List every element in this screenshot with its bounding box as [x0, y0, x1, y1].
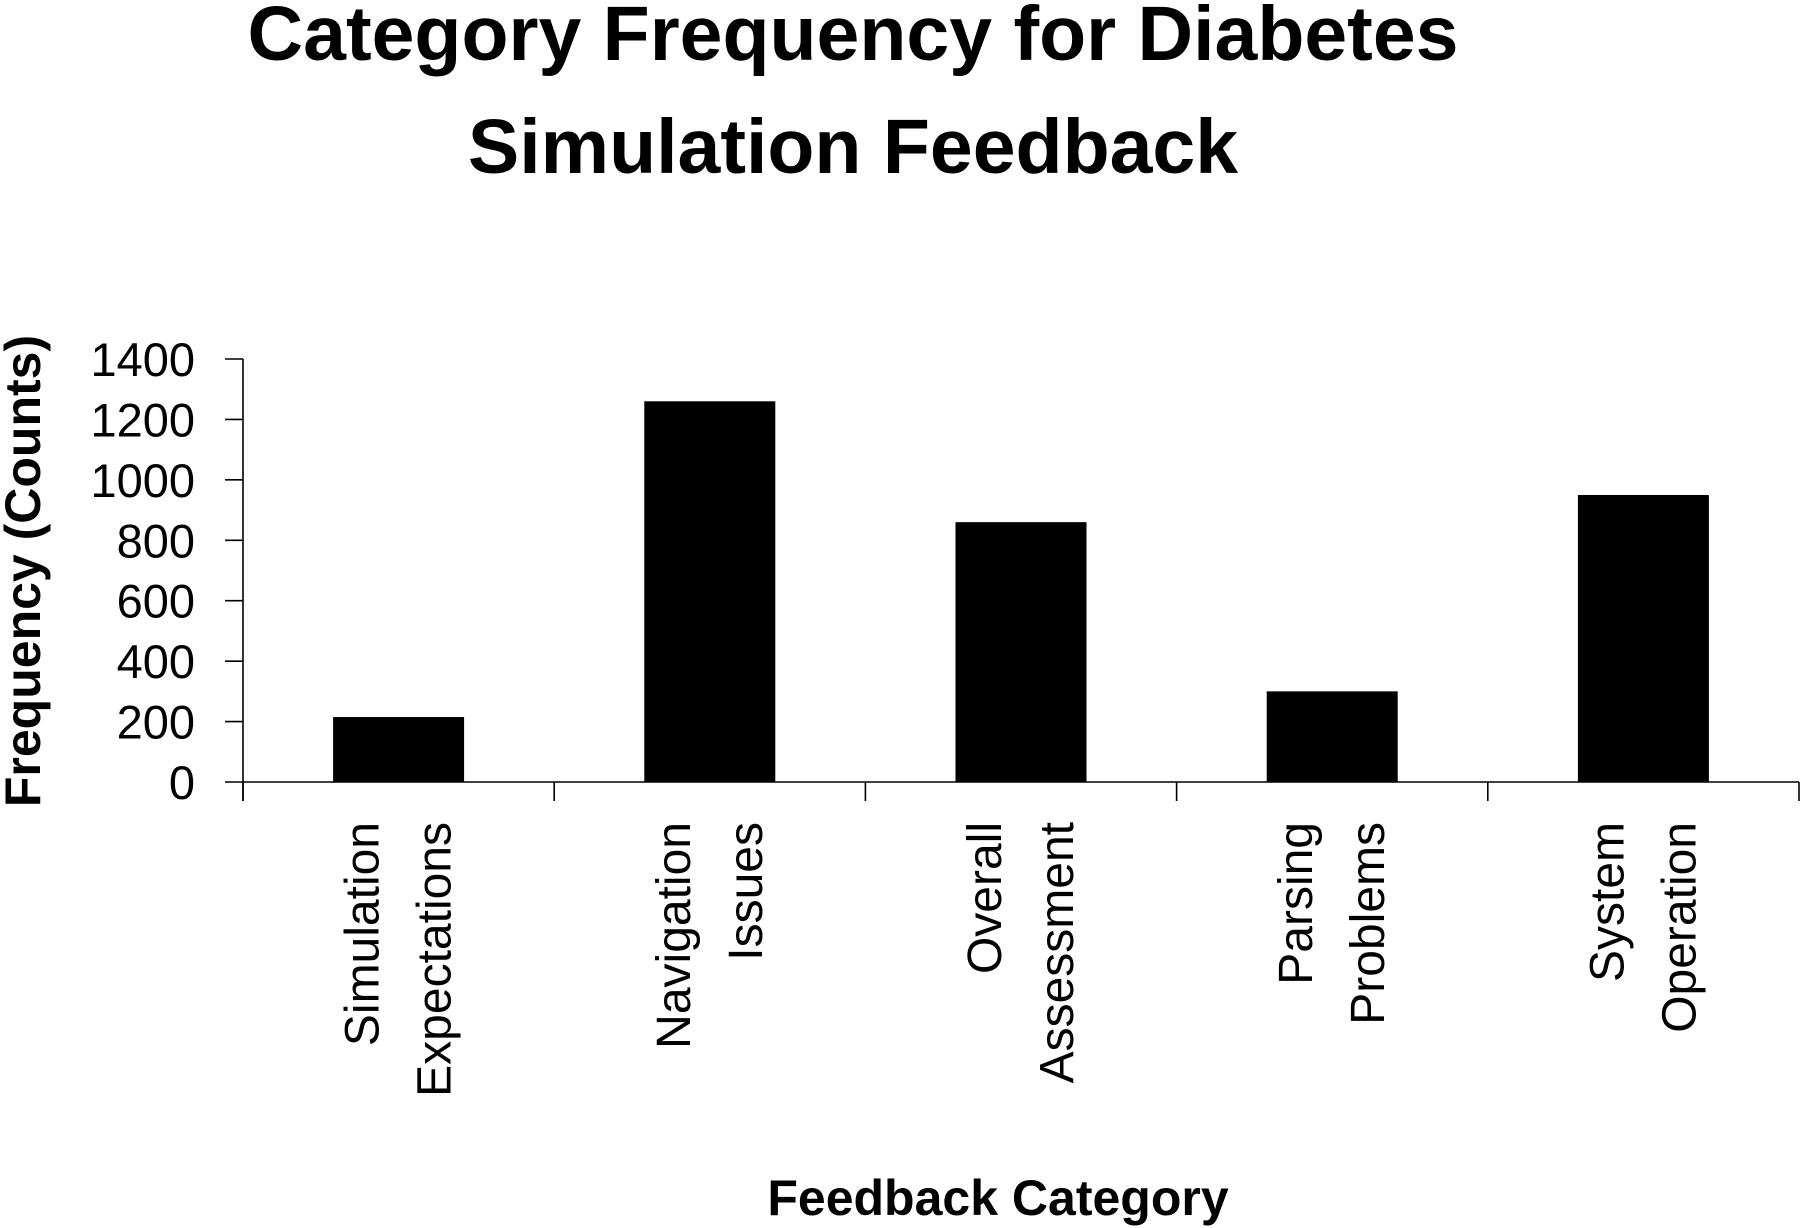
category-label: System	[1581, 822, 1634, 982]
category-label-group: System Operation	[1581, 822, 1706, 1033]
y-tick-label: 600	[117, 575, 195, 628]
y-tick-label: 400	[117, 635, 195, 688]
y-axis-title: Frequency (Counts)	[0, 335, 51, 807]
bars	[333, 401, 1709, 782]
y-tick-label: 800	[117, 514, 195, 567]
chart-title-line-2: Simulation Feedback	[468, 104, 1238, 190]
x-axis	[242, 781, 1800, 801]
category-label: Problems	[1342, 822, 1395, 1025]
category-label: Navigation	[648, 822, 701, 1049]
category-label: Parsing	[1270, 822, 1323, 985]
category-label-group: Parsing Problems	[1270, 822, 1395, 1025]
category-label: Operation	[1653, 822, 1706, 1033]
category-label-group: Navigation Issues	[648, 822, 773, 1049]
bar	[1266, 691, 1398, 782]
y-tick-label: 1200	[90, 393, 195, 446]
category-label: Issues	[720, 822, 773, 961]
category-label: Simulation	[337, 822, 390, 1046]
category-label-group: Simulation Expectations	[337, 822, 462, 1097]
bar	[644, 401, 776, 782]
category-label: Expectations	[409, 822, 462, 1097]
y-tick-label: 1000	[90, 454, 195, 507]
bar	[1577, 494, 1709, 782]
chart-title-line-1: Category Frequency for Diabetes	[248, 0, 1459, 77]
category-label-group: Overall Assessment	[959, 822, 1084, 1083]
y-tick-label: 0	[169, 756, 195, 809]
category-label: Assessment	[1031, 822, 1084, 1083]
bar	[955, 522, 1087, 782]
y-tick-label: 200	[117, 696, 195, 749]
category-labels: Simulation Expectations Navigation Issues Ov…	[337, 822, 1707, 1097]
bar	[333, 717, 465, 782]
category-label: Overall	[959, 822, 1012, 974]
x-axis-title: Feedback Category	[767, 1170, 1228, 1226]
y-tick-label: 1400	[90, 333, 195, 386]
chart-title: Category Frequency for Diabetes Simulati…	[248, 0, 1459, 190]
y-axis: 0 200 400 600 800 1000 1200 1400	[90, 333, 244, 809]
